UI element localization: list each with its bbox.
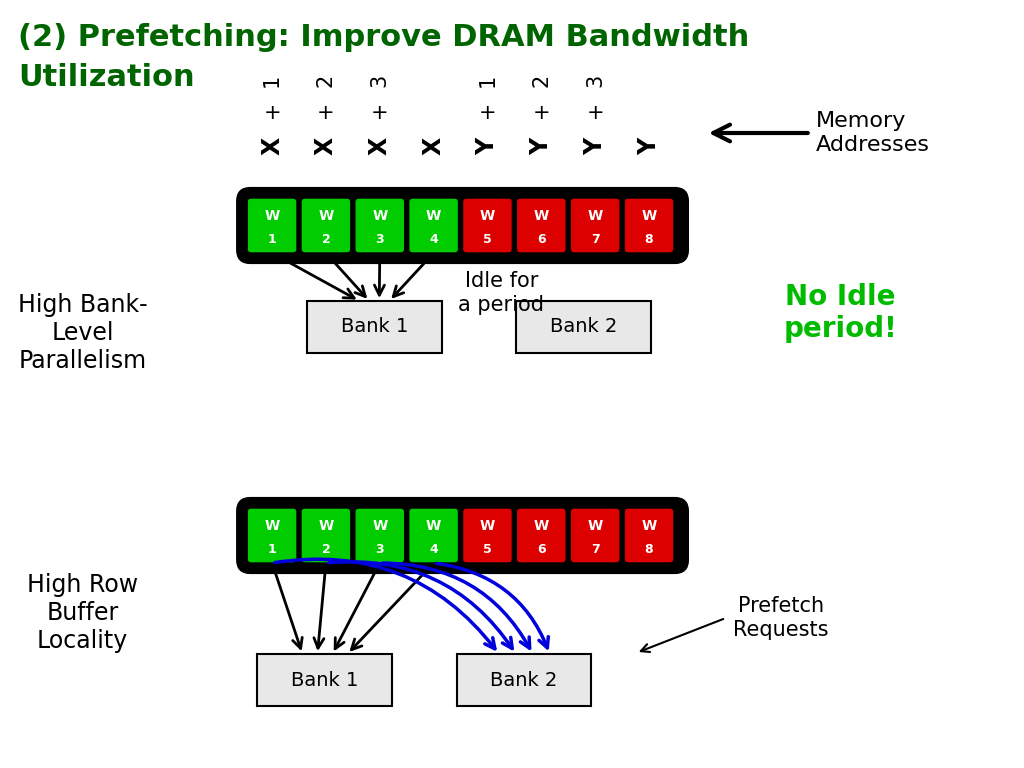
Text: 1: 1 — [267, 233, 276, 246]
Text: Prefetch
Requests: Prefetch Requests — [733, 597, 828, 640]
Text: High Bank-
Level
Parallelism: High Bank- Level Parallelism — [17, 293, 147, 372]
Text: Utilization: Utilization — [17, 63, 195, 92]
FancyBboxPatch shape — [516, 198, 566, 253]
Text: Y: Y — [529, 137, 553, 154]
Text: W: W — [264, 209, 280, 223]
Text: 4: 4 — [429, 233, 438, 246]
Text: 4: 4 — [429, 543, 438, 556]
Text: W: W — [426, 519, 441, 533]
Text: X: X — [368, 137, 392, 155]
Text: (2) Prefetching: Improve DRAM Bandwidth: (2) Prefetching: Improve DRAM Bandwidth — [17, 23, 749, 52]
Text: W: W — [588, 209, 603, 223]
Text: Bank 1: Bank 1 — [341, 317, 408, 336]
Text: 2: 2 — [322, 233, 331, 246]
Text: 2: 2 — [322, 543, 331, 556]
Text: 1: 1 — [477, 74, 498, 87]
Text: X: X — [260, 137, 284, 155]
FancyBboxPatch shape — [355, 508, 404, 563]
Text: 1: 1 — [267, 543, 276, 556]
Text: Memory
Addresses: Memory Addresses — [815, 111, 930, 154]
Text: W: W — [372, 519, 387, 533]
Text: Bank 2: Bank 2 — [550, 317, 617, 336]
Text: W: W — [426, 209, 441, 223]
FancyBboxPatch shape — [624, 508, 674, 563]
FancyBboxPatch shape — [570, 508, 621, 563]
Text: 8: 8 — [645, 233, 653, 246]
Text: W: W — [641, 209, 656, 223]
Text: W: W — [480, 209, 495, 223]
Text: Bank 1: Bank 1 — [291, 670, 358, 690]
Text: X: X — [314, 137, 338, 155]
Text: 8: 8 — [645, 543, 653, 556]
FancyBboxPatch shape — [301, 508, 351, 563]
Text: X: X — [422, 137, 445, 155]
Text: Idle for
a period: Idle for a period — [459, 271, 545, 315]
FancyBboxPatch shape — [257, 654, 392, 706]
FancyBboxPatch shape — [355, 198, 404, 253]
Text: W: W — [641, 519, 656, 533]
FancyBboxPatch shape — [307, 301, 441, 353]
Text: Y: Y — [584, 137, 607, 154]
Text: 3: 3 — [585, 74, 605, 87]
Text: +: + — [478, 103, 497, 123]
FancyBboxPatch shape — [409, 508, 459, 563]
Text: +: + — [263, 103, 281, 123]
FancyBboxPatch shape — [624, 198, 674, 253]
Text: +: + — [371, 103, 388, 123]
FancyBboxPatch shape — [239, 499, 687, 572]
FancyBboxPatch shape — [247, 508, 297, 563]
Text: +: + — [587, 103, 604, 123]
FancyBboxPatch shape — [516, 508, 566, 563]
Text: +: + — [532, 103, 550, 123]
Text: Y: Y — [637, 137, 662, 154]
Text: W: W — [588, 519, 603, 533]
Text: 3: 3 — [376, 543, 384, 556]
Text: W: W — [318, 519, 334, 533]
Text: 5: 5 — [483, 543, 492, 556]
Text: 7: 7 — [591, 233, 600, 246]
FancyBboxPatch shape — [409, 198, 459, 253]
Text: W: W — [264, 519, 280, 533]
FancyBboxPatch shape — [570, 198, 621, 253]
FancyBboxPatch shape — [301, 198, 351, 253]
Text: W: W — [480, 519, 495, 533]
Text: 5: 5 — [483, 233, 492, 246]
Text: Y: Y — [475, 137, 500, 154]
Text: 1: 1 — [262, 74, 282, 87]
FancyBboxPatch shape — [457, 654, 591, 706]
Text: W: W — [534, 519, 549, 533]
FancyBboxPatch shape — [463, 198, 512, 253]
Text: 2: 2 — [316, 74, 336, 87]
Text: 3: 3 — [376, 233, 384, 246]
Text: No Idle
period!: No Idle period! — [783, 283, 897, 343]
Text: Bank 2: Bank 2 — [490, 670, 557, 690]
FancyBboxPatch shape — [247, 198, 297, 253]
Text: W: W — [534, 209, 549, 223]
Text: High Row
Buffer
Locality: High Row Buffer Locality — [27, 573, 138, 653]
Text: 6: 6 — [537, 543, 546, 556]
Text: 2: 2 — [531, 74, 551, 87]
Text: 6: 6 — [537, 233, 546, 246]
Text: 3: 3 — [370, 74, 390, 87]
Text: W: W — [372, 209, 387, 223]
FancyBboxPatch shape — [463, 508, 512, 563]
Text: 7: 7 — [591, 543, 600, 556]
Text: +: + — [317, 103, 335, 123]
FancyBboxPatch shape — [516, 301, 651, 353]
Text: W: W — [318, 209, 334, 223]
FancyBboxPatch shape — [239, 189, 687, 262]
